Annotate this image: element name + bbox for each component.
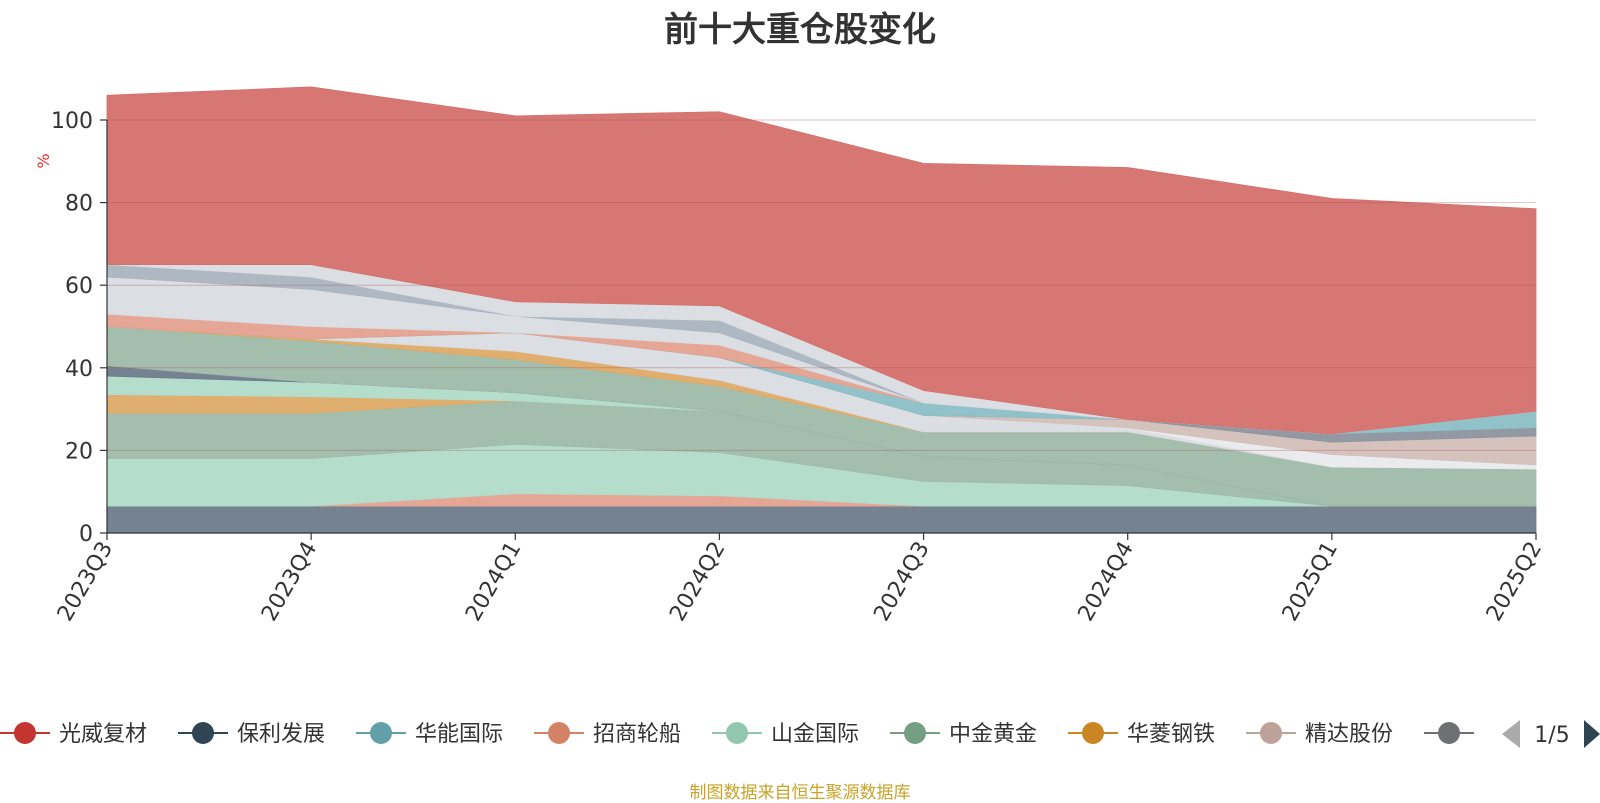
legend-label: 保利发展 [237, 722, 325, 747]
area-series-0 [106, 505, 1537, 534]
chart-title: 前十大重仓股变化 [664, 10, 936, 50]
x-tick-label-2023Q4: 2023Q4 [257, 538, 322, 626]
legend-item-5[interactable]: 中金黄金 [890, 722, 1037, 747]
x-tick-label-2024Q3: 2024Q3 [869, 538, 934, 626]
y-tick-label-40: 40 [65, 357, 93, 382]
legend-item-3[interactable]: 招商轮船 [534, 722, 681, 747]
legend-item-6[interactable]: 华菱钢铁 [1068, 722, 1215, 747]
x-tick-label-2025Q2: 2025Q2 [1482, 538, 1547, 626]
grid-layer [107, 119, 1536, 451]
x-tick-label-2025Q1: 2025Q1 [1278, 538, 1343, 626]
legend-marker [726, 722, 748, 744]
legend-marker [192, 722, 214, 744]
legend-layer: 光威复材 保利发展 华能国际 招商轮船 山金国际 中金黄金 华菱钢铁 精达股份 1/5 [0, 720, 1600, 748]
y-tick-label-100: 100 [51, 109, 93, 134]
legend-marker [1438, 722, 1460, 744]
x-tick-label-2024Q1: 2024Q1 [461, 538, 526, 626]
legend-label: 精达股份 [1305, 722, 1393, 747]
legend-marker [904, 722, 926, 744]
legend-marker [1082, 722, 1104, 744]
legend-marker [370, 722, 392, 744]
legend-prev-arrow-icon[interactable] [1502, 720, 1520, 748]
x-tick-label-2023Q3: 2023Q3 [53, 538, 118, 626]
legend-item-4[interactable]: 山金国际 [712, 722, 859, 747]
legend-label: 中金黄金 [949, 722, 1037, 747]
x-tick-label-2024Q2: 2024Q2 [665, 538, 730, 626]
legend-item-1[interactable]: 保利发展 [178, 722, 325, 747]
y-tick-label-0: 0 [79, 522, 93, 547]
x-tick-label-2024Q4: 2024Q4 [1074, 538, 1139, 626]
legend-label: 华能国际 [415, 722, 503, 747]
legend-marker [14, 722, 36, 744]
legend-item-8[interactable] [1424, 722, 1474, 744]
legend-marker [1260, 722, 1282, 744]
legend-item-7[interactable]: 精达股份 [1246, 722, 1393, 747]
legend-marker [548, 722, 570, 744]
area-series-18 [106, 86, 1537, 435]
y-tick-label-60: 60 [65, 274, 93, 299]
legend-label: 山金国际 [771, 722, 859, 747]
y-tick-label-80: 80 [65, 192, 93, 217]
legend-label: 光威复材 [59, 722, 147, 747]
source-note: 制图数据来自恒生聚源数据库 [689, 783, 911, 803]
legend-page-indicator: 1/5 [1534, 723, 1569, 748]
y-axis-label: % [34, 153, 53, 168]
legend-item-2[interactable]: 华能国际 [356, 722, 503, 747]
legend-next-arrow-icon[interactable] [1584, 720, 1600, 748]
series-layer [106, 86, 1537, 534]
legend-label: 招商轮船 [593, 722, 681, 747]
legend-item-0[interactable]: 光威复材 [0, 722, 147, 747]
legend-label: 华菱钢铁 [1127, 722, 1215, 747]
y-tick-label-20: 20 [65, 439, 93, 464]
